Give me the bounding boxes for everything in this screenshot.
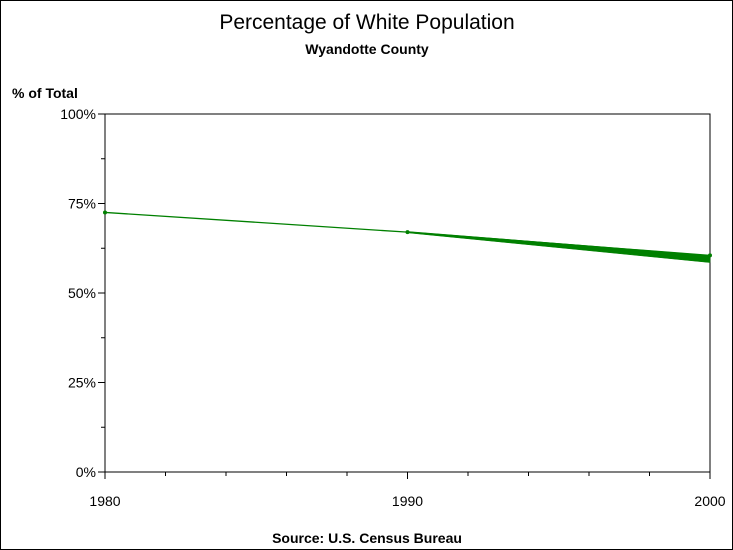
axes: 0% 25% 50% 75% 100% 1980 1990 2000 <box>60 106 726 509</box>
y-tick-label: 75% <box>68 196 96 212</box>
data-point <box>103 210 107 215</box>
y-tick-label: 0% <box>76 464 96 480</box>
y-tick-label: 100% <box>60 106 96 122</box>
y-tick-label: 25% <box>68 375 96 391</box>
series-layer <box>103 210 712 263</box>
data-point <box>708 253 712 258</box>
plot-area-frame <box>104 113 711 473</box>
data-point <box>405 230 410 235</box>
chart-footnote: Source: U.S. Census Bureau <box>272 530 462 546</box>
y-tick-label: 50% <box>68 285 96 301</box>
x-tick-label: 2000 <box>694 493 725 509</box>
x-tick-label: 1990 <box>392 493 423 509</box>
x-tick-label: 1980 <box>89 493 120 509</box>
series-range-band <box>407 231 711 263</box>
chart-subtitle: Wyandotte County <box>305 41 429 57</box>
y-axis-label: % of Total <box>12 85 78 101</box>
chart-title: Percentage of White Population <box>219 11 514 34</box>
